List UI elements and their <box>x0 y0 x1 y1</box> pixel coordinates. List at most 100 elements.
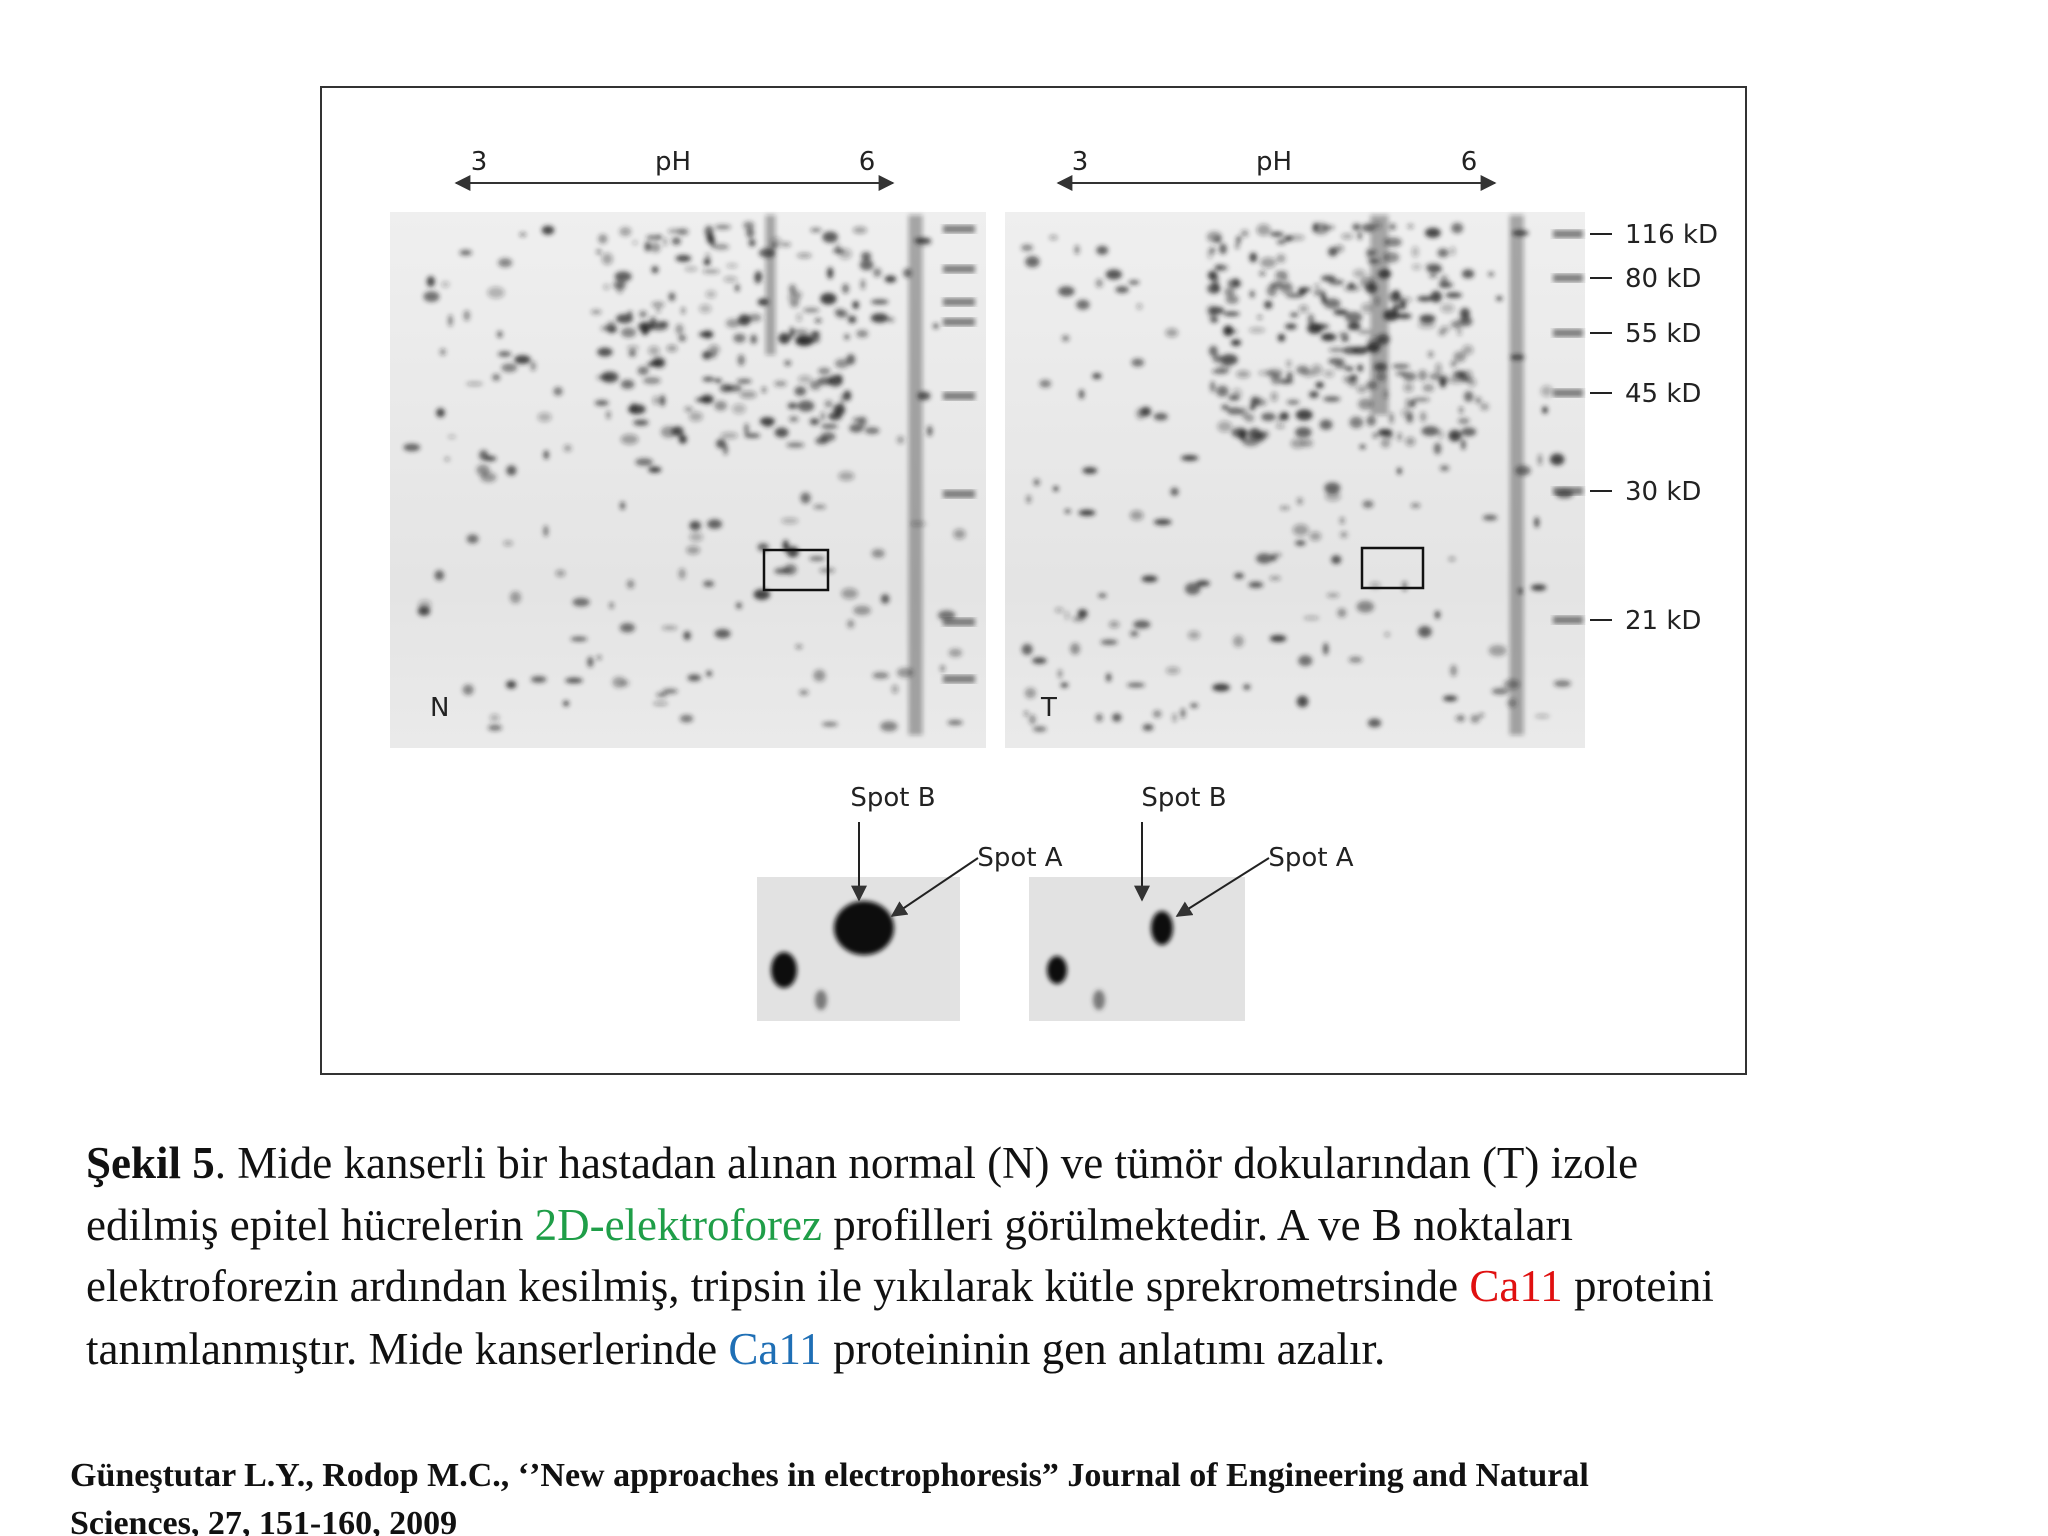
gel-spot <box>1028 714 1037 725</box>
gel-spot <box>652 395 660 405</box>
gel-spot <box>748 239 756 247</box>
gel-spot <box>789 326 794 339</box>
gel-spot <box>681 307 686 315</box>
gel-spot <box>1418 369 1428 381</box>
gel-spot <box>821 424 838 429</box>
gel-spot <box>1417 626 1432 638</box>
gel-spot <box>1424 227 1441 238</box>
gel-spot <box>838 471 855 481</box>
gel-spot <box>562 700 570 707</box>
caption-text: . Mide kanserli bir hastadan alınan norm… <box>215 1138 1638 1188</box>
ladder-band <box>943 490 975 498</box>
gel-spot <box>705 290 717 299</box>
gel-spot <box>652 701 669 706</box>
gel-spot <box>723 276 738 283</box>
gel-spot <box>1032 726 1047 732</box>
gel-spot <box>1323 369 1335 378</box>
gel-spot <box>651 266 659 274</box>
gel-spot <box>1141 575 1158 583</box>
gel-spot <box>725 318 741 328</box>
gel-spot <box>698 332 714 338</box>
gel-spot <box>1457 417 1470 425</box>
inset-spot <box>1047 956 1067 984</box>
gel-spot <box>843 390 852 401</box>
gel-spot <box>947 720 963 726</box>
gel-spot <box>1298 288 1307 295</box>
gel-spot <box>1357 364 1364 372</box>
gel-spot <box>826 267 834 279</box>
gel-spot <box>439 348 446 356</box>
gel-spot <box>426 276 435 288</box>
gel-spots <box>403 215 966 735</box>
gel-spot <box>1078 389 1085 399</box>
gel-spot <box>628 349 637 357</box>
gel-spot <box>720 432 739 440</box>
gel-spot <box>675 324 684 335</box>
ph-high: 6 <box>859 147 876 177</box>
gel-spot <box>572 597 590 607</box>
gel-spot <box>570 636 588 642</box>
gel-spot <box>702 269 720 274</box>
gel-label: N <box>430 693 449 723</box>
gel-spot <box>746 227 755 238</box>
gel-spot <box>1070 643 1081 655</box>
gel-spot <box>1082 467 1098 474</box>
ph-high: 6 <box>1461 147 1478 177</box>
inset-spot <box>1093 990 1105 1010</box>
gel-spot <box>1282 273 1289 282</box>
gel-spot <box>620 434 639 445</box>
gel-spot <box>1298 655 1313 667</box>
gel-spot <box>628 404 646 415</box>
gel-spot <box>644 241 651 252</box>
gel-spot <box>1328 279 1345 286</box>
gel-spot <box>1112 713 1122 722</box>
gel-spot <box>703 259 711 266</box>
gel-spot <box>1039 379 1052 388</box>
gel-spot <box>712 351 717 359</box>
gel-spot <box>1295 427 1312 438</box>
gel-spot <box>615 314 634 324</box>
gel-spot <box>1057 669 1063 679</box>
caption-text: elektroforezin ardından kesilmiş, tripsi… <box>86 1261 1469 1311</box>
gel-spot <box>688 411 703 422</box>
gel-spot <box>1440 303 1455 314</box>
gel-spot <box>1403 382 1414 393</box>
gel-spot <box>1389 223 1396 231</box>
gel-spot <box>1402 581 1408 592</box>
gel-spot <box>1023 710 1029 717</box>
gel-spot <box>838 248 852 260</box>
caption-text: 2D-elektroforez <box>535 1200 822 1250</box>
gel-spot <box>1221 404 1230 410</box>
gel-spot <box>1212 683 1230 692</box>
gel-spot <box>782 539 789 552</box>
gel-spot <box>555 569 566 577</box>
gel-spot <box>1530 584 1547 591</box>
gel-spot <box>1339 516 1345 525</box>
gel-spot <box>702 351 712 360</box>
gel-spot <box>803 307 820 313</box>
gel-spot <box>650 321 669 331</box>
gel-spot <box>783 564 797 575</box>
gel-spot <box>852 226 868 234</box>
gel-spot <box>1096 245 1109 255</box>
gel-spot <box>1076 299 1090 310</box>
gel-spot <box>1064 509 1071 514</box>
gel-streak <box>765 215 776 355</box>
gel-spot <box>661 625 678 631</box>
gel-spot <box>659 395 666 407</box>
gel-spot <box>809 418 820 426</box>
gel-spot <box>821 722 838 727</box>
gel-spot <box>1470 714 1480 723</box>
gel-spot <box>737 354 745 366</box>
gel-spot <box>734 284 740 292</box>
gel-spot <box>1488 645 1507 657</box>
gel-spot <box>489 713 500 722</box>
gel-spot <box>1434 610 1441 619</box>
gel-spot <box>781 242 791 247</box>
gel-spot <box>678 434 688 444</box>
gel-spot <box>1190 703 1199 708</box>
marker-label: 45 kD <box>1625 379 1701 409</box>
gel-spot <box>1131 358 1145 367</box>
gel-spot <box>616 283 624 294</box>
gel-spot <box>1295 540 1306 546</box>
